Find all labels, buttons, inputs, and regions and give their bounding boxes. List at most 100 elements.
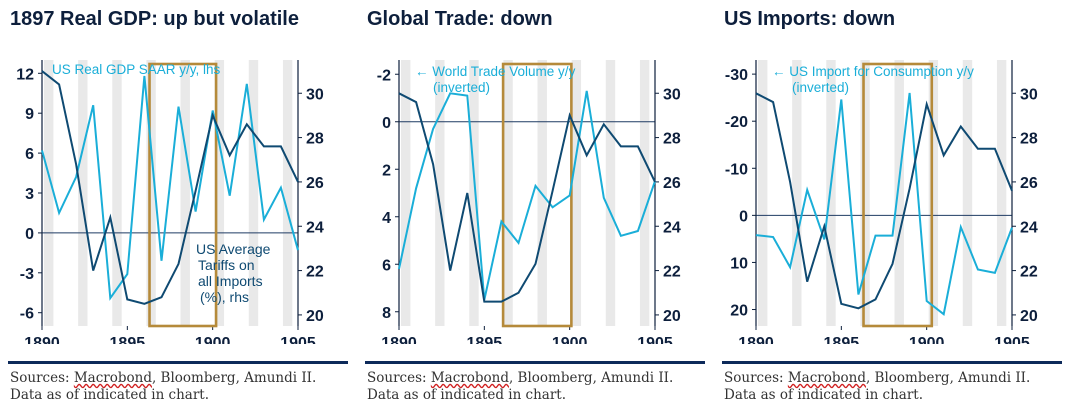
right-tick-label: 22 xyxy=(663,264,681,281)
chart-plot: -30 -20 -10 0 10 20 30 28 26 24 22 20 1890 1895 1900 19… xyxy=(725,60,1038,344)
left-tick-label: -6 xyxy=(20,306,34,323)
left-tick-label: 0 xyxy=(739,208,748,225)
x-tick-label: 1890 xyxy=(24,335,60,344)
chart-panel-1: 1897 Real GDP: up but volatile 12 9 6 3 0 -3-… xyxy=(8,0,348,412)
left-tick-label: 6 xyxy=(382,257,391,274)
year-band xyxy=(639,60,650,326)
right-tick-label: 20 xyxy=(663,308,681,325)
x-tick-label: 1895 xyxy=(824,335,860,344)
highlight-box xyxy=(501,62,573,328)
highlight-box xyxy=(148,62,218,328)
right-tick-label: 30 xyxy=(1020,86,1038,103)
year-band xyxy=(180,60,190,326)
right-tick-label: 26 xyxy=(663,175,681,192)
year-band xyxy=(78,60,88,326)
chart-title: Global Trade: down xyxy=(367,8,553,30)
left-tick-label: 3 xyxy=(25,186,34,203)
x-tick-label: 1905 xyxy=(637,335,673,344)
divider-rule xyxy=(8,361,348,364)
left-tick-label: -30 xyxy=(725,67,748,84)
right-tick-label: 28 xyxy=(306,131,324,148)
right-tick-label: 28 xyxy=(663,131,681,148)
year-band xyxy=(282,60,293,326)
legend-right-series: (%), rhs xyxy=(200,289,249,305)
source-prefix: Sources: xyxy=(10,370,74,386)
right-tick-label: 20 xyxy=(306,308,324,325)
x-tick-label: 1905 xyxy=(994,335,1030,344)
x-tick-label: 1900 xyxy=(909,335,945,344)
left-tick-label: 6 xyxy=(25,146,34,163)
right-tick-label: 26 xyxy=(306,175,324,192)
chart-title: US Imports: down xyxy=(724,8,896,30)
year-band xyxy=(826,60,836,326)
year-band xyxy=(503,60,513,326)
source-macrobond: Macrobond xyxy=(73,370,152,386)
source-suffix: , Bloomberg, Amundi II. Data as of indic… xyxy=(367,370,674,403)
left-tick-label: -20 xyxy=(725,114,748,131)
series-line-right xyxy=(41,70,299,305)
year-band xyxy=(214,60,225,326)
year-band xyxy=(758,60,768,326)
source-prefix: Sources: xyxy=(724,370,788,386)
source-prefix: Sources: xyxy=(367,370,431,386)
year-band xyxy=(962,60,973,326)
right-tick-label: 26 xyxy=(1020,175,1038,192)
year-band xyxy=(112,60,122,326)
year-band xyxy=(401,60,411,326)
left-tick-label: -10 xyxy=(725,161,748,178)
left-tick-label: 20 xyxy=(730,303,748,320)
left-tick-label: 8 xyxy=(382,305,391,322)
chart-title: 1897 Real GDP: up but volatile xyxy=(10,8,299,30)
source-macrobond: Macrobond xyxy=(430,370,509,386)
x-tick-label: 1905 xyxy=(280,335,316,344)
right-tick-label: 28 xyxy=(1020,131,1038,148)
right-tick-label: 24 xyxy=(306,219,324,236)
year-band xyxy=(928,60,939,326)
series-line-right xyxy=(398,92,656,303)
source-note: Sources: Macrobond, Bloomberg, Amundi II… xyxy=(367,370,707,404)
legend-left-series-2: (inverted) xyxy=(792,80,849,95)
x-tick-label: 1890 xyxy=(738,335,774,344)
left-tick-label: 12 xyxy=(16,66,34,83)
year-band xyxy=(146,60,156,326)
legend-right-series: US Average xyxy=(196,241,271,257)
divider-rule xyxy=(365,361,705,364)
source-suffix: , Bloomberg, Amundi II. Data as of indic… xyxy=(10,370,317,403)
chart-panel-2: Global Trade: down -2 0 2 4 6 8 30 28 26 24 22 20 18… xyxy=(365,0,705,412)
year-band xyxy=(996,60,1007,326)
year-band xyxy=(894,60,904,326)
source-macrobond: Macrobond xyxy=(787,370,866,386)
chart-panel-3: US Imports: down -30 -20 -10 0 10 20 30 28 26 24 2… xyxy=(722,0,1062,412)
divider-rule xyxy=(722,361,1062,364)
source-suffix: , Bloomberg, Amundi II. Data as of indic… xyxy=(724,370,1031,403)
x-tick-label: 1895 xyxy=(110,335,146,344)
legend-left-series: ← US Import for Consumption y/y xyxy=(772,64,974,79)
right-tick-label: 30 xyxy=(663,86,681,103)
right-tick-label: 30 xyxy=(306,86,324,103)
right-tick-label: 24 xyxy=(1020,219,1038,236)
left-tick-label: 0 xyxy=(25,226,34,243)
left-tick-label: 0 xyxy=(382,115,391,132)
highlight-box xyxy=(862,62,934,328)
right-tick-label: 22 xyxy=(306,264,324,281)
legend-left-series-2: (inverted) xyxy=(433,80,490,95)
left-tick-label: 10 xyxy=(730,255,748,272)
right-tick-label: 22 xyxy=(1020,264,1038,281)
legend-left-series: ← World Trade Volume y/y xyxy=(415,64,576,79)
legend-right-series: Tariffs on xyxy=(198,257,255,273)
series-line-left xyxy=(398,90,656,301)
year-band xyxy=(571,60,582,326)
source-note: Sources: Macrobond, Bloomberg, Amundi II… xyxy=(10,370,350,404)
right-tick-label: 24 xyxy=(663,219,681,236)
year-band xyxy=(792,60,802,326)
series-line-right xyxy=(755,92,1013,310)
x-tick-label: 1895 xyxy=(467,335,503,344)
left-tick-label: -3 xyxy=(20,266,34,283)
legend-right-series: all Imports xyxy=(198,273,263,289)
year-band xyxy=(435,60,445,326)
legend-left-series: US Real GDP SAAR y/y, lhs xyxy=(52,62,221,77)
left-tick-label: 4 xyxy=(382,210,391,227)
year-band xyxy=(248,60,259,326)
